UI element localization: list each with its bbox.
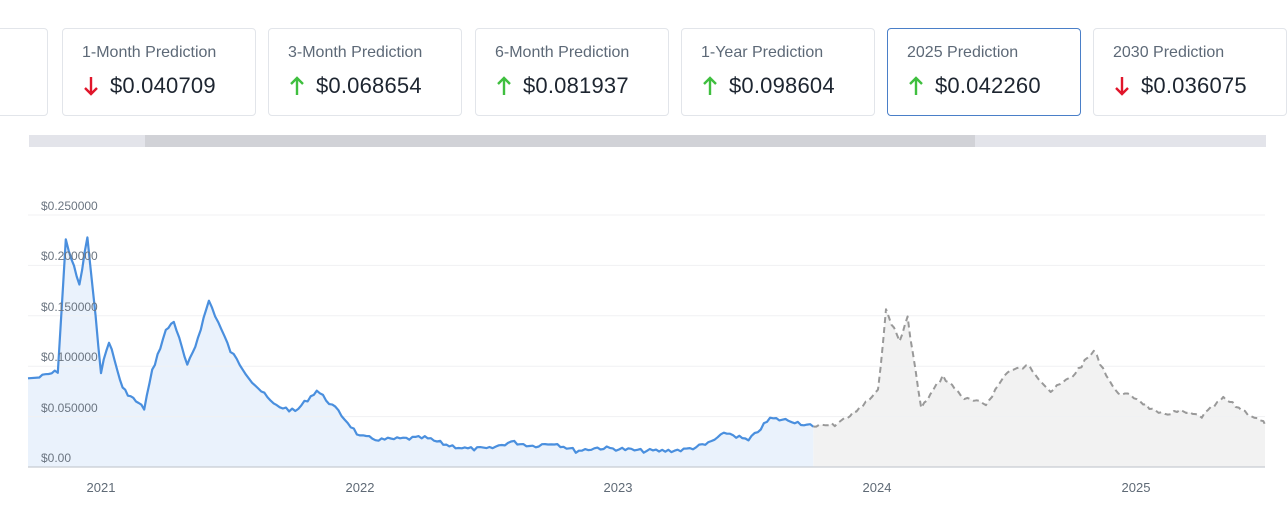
x-tick-label: 2024 xyxy=(862,480,892,495)
y-tick-label: $0.250000 xyxy=(41,199,98,213)
historical-area xyxy=(28,237,814,467)
card-label: 3-Month Prediction xyxy=(288,44,423,61)
card-label: 1-Year Prediction xyxy=(701,44,824,61)
prediction-card-3-month[interactable]: 3-Month Prediction $0.068654 xyxy=(268,28,462,116)
prediction-card-2030[interactable]: 2030 Prediction $0.036075 xyxy=(1093,28,1287,116)
card-label: 6-Month Prediction xyxy=(495,44,630,61)
arrow-up-icon xyxy=(497,76,511,95)
prediction-card-partial[interactable] xyxy=(0,28,48,116)
forecast-area xyxy=(813,309,1265,467)
x-tick-label: 2022 xyxy=(345,480,375,495)
card-value: $0.068654 xyxy=(316,73,422,98)
x-tick-label: 2023 xyxy=(603,480,633,495)
card-label: 2025 Prediction xyxy=(907,44,1019,61)
forecast-line xyxy=(813,308,1266,428)
historical-line xyxy=(27,236,814,454)
y-tick-label: $0.150000 xyxy=(41,300,98,314)
y-tick-label: $0.00 xyxy=(41,451,72,465)
prediction-cards: 1-Month Prediction $0.040709 3-Month Pre… xyxy=(0,28,1287,116)
arrow-up-icon xyxy=(909,76,923,95)
chart-canvas xyxy=(27,214,1266,468)
arrow-up-icon xyxy=(290,76,304,95)
arrow-down-icon xyxy=(1115,77,1129,96)
card-value: $0.042260 xyxy=(935,73,1041,98)
y-tick-label: $0.200000 xyxy=(41,249,98,263)
price-chart: $0.250000 $0.200000 $0.150000 $0.100000 … xyxy=(0,190,1287,508)
card-value: $0.081937 xyxy=(523,73,629,98)
card-value: $0.036075 xyxy=(1141,73,1247,98)
card-value: $0.098604 xyxy=(729,73,835,98)
prediction-card-2025[interactable]: 2025 Prediction $0.042260 xyxy=(887,28,1081,116)
cards-scrollbar[interactable] xyxy=(29,135,1266,147)
scrollbar-thumb[interactable] xyxy=(145,135,975,147)
y-tick-label: $0.050000 xyxy=(41,401,98,415)
x-tick-label: 2021 xyxy=(86,480,116,495)
arrow-down-icon xyxy=(84,77,98,96)
card-label: 2030 Prediction xyxy=(1113,44,1225,61)
x-tick-label: 2025 xyxy=(1121,480,1151,495)
y-tick-label: $0.100000 xyxy=(41,350,98,364)
arrow-up-icon xyxy=(703,76,717,95)
prediction-card-6-month[interactable]: 6-Month Prediction $0.081937 xyxy=(475,28,669,116)
prediction-card-1-month[interactable]: 1-Month Prediction $0.040709 xyxy=(62,28,256,116)
prediction-card-1-year[interactable]: 1-Year Prediction $0.098604 xyxy=(681,28,875,116)
card-label: 1-Month Prediction xyxy=(82,44,217,61)
card-value: $0.040709 xyxy=(110,73,216,98)
